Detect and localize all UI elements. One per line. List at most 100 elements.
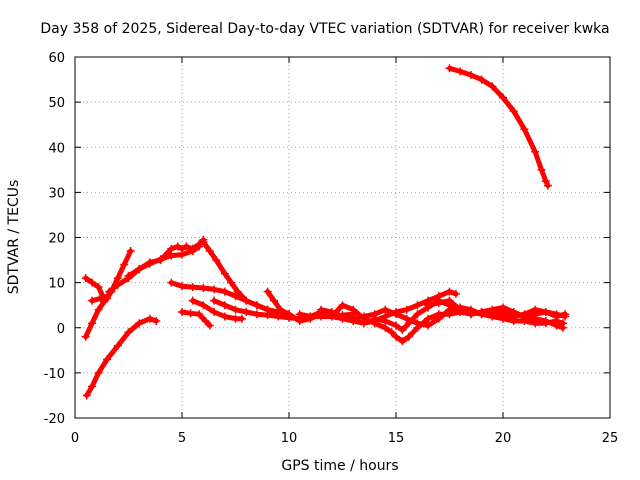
data-point (88, 319, 97, 328)
data-point (381, 323, 390, 332)
data-point (531, 305, 540, 314)
data-point (124, 271, 133, 280)
data-point (424, 301, 433, 310)
data-point (295, 310, 304, 319)
data-point (274, 312, 283, 321)
data-point (477, 307, 486, 316)
data-point (199, 301, 208, 310)
data-point (445, 296, 454, 305)
data-point (199, 284, 208, 293)
data-point (488, 82, 497, 91)
data-point (488, 305, 497, 314)
data-point (499, 310, 507, 319)
y-tick-label: 60 (48, 51, 65, 66)
data-point (285, 310, 293, 319)
data-point (205, 247, 214, 256)
chart-title: Day 358 of 2025, Sidereal Day-to-day VTE… (40, 21, 609, 37)
data-point (270, 296, 279, 305)
data-series-layer (81, 64, 570, 400)
data-point (103, 292, 112, 301)
data-point (252, 301, 261, 310)
data-point (210, 307, 219, 316)
data-point (370, 314, 379, 323)
data-point (210, 296, 219, 305)
data-point (88, 278, 97, 287)
x-tick-label: 20 (495, 431, 512, 446)
data-point (499, 93, 507, 102)
data-point (338, 301, 347, 310)
data-point (424, 321, 433, 330)
data-point (434, 314, 443, 323)
data-point (152, 316, 161, 325)
data-point (210, 285, 219, 294)
data-point (188, 296, 197, 305)
data-point (94, 368, 103, 377)
x-axis-label: GPS time / hours (281, 458, 398, 474)
data-point (167, 244, 176, 253)
data-point (195, 310, 204, 319)
data-point (252, 310, 261, 319)
data-point (145, 314, 154, 323)
data-point (338, 312, 347, 321)
data-point (466, 71, 475, 80)
y-tick-label: 10 (48, 277, 65, 292)
data-point (402, 314, 411, 323)
data-point (105, 287, 114, 296)
data-point (381, 305, 390, 314)
data-point (509, 312, 518, 321)
data-point (212, 256, 221, 265)
data-point (349, 314, 358, 323)
data-point (306, 312, 315, 321)
data-point (392, 321, 400, 330)
data-point (231, 305, 240, 314)
y-tick-label: 0 (57, 322, 65, 337)
data-point (242, 296, 251, 305)
data-point (445, 287, 454, 296)
data-point (156, 255, 165, 264)
data-point (381, 316, 390, 325)
data-point (413, 319, 422, 328)
data-point (456, 67, 465, 76)
data-point (182, 242, 191, 251)
data-point (531, 147, 540, 156)
series-arc-6 (124, 242, 204, 280)
data-point (227, 278, 236, 287)
series-arc-10 (178, 307, 214, 330)
data-point (488, 312, 497, 321)
y-tick-label: 40 (48, 141, 65, 156)
data-point (135, 319, 144, 328)
y-tick-label: 30 (48, 186, 65, 201)
data-point (327, 307, 336, 316)
data-point (509, 107, 518, 116)
data-point (263, 287, 272, 296)
data-point (531, 319, 540, 328)
data-point (94, 305, 103, 314)
data-point (398, 337, 407, 346)
series-arc-4 (88, 292, 112, 305)
data-point (188, 247, 197, 256)
x-tick-label: 15 (388, 431, 405, 446)
data-point (537, 165, 546, 174)
data-point (178, 282, 186, 291)
data-point (220, 269, 229, 278)
data-point (81, 332, 90, 341)
data-point (263, 311, 272, 320)
series-arc-17 (445, 64, 552, 190)
data-point (242, 307, 251, 316)
data-point (317, 305, 326, 314)
y-tick-label: 20 (48, 232, 65, 247)
data-point (477, 75, 486, 84)
data-point (561, 310, 570, 319)
data-point (466, 310, 475, 319)
data-point (237, 314, 246, 323)
x-tick-label: 25 (602, 431, 619, 446)
data-point (205, 321, 214, 330)
data-point (220, 312, 229, 321)
data-point (167, 278, 176, 287)
data-point (124, 328, 133, 337)
data-point (145, 259, 154, 268)
data-point (359, 312, 368, 321)
